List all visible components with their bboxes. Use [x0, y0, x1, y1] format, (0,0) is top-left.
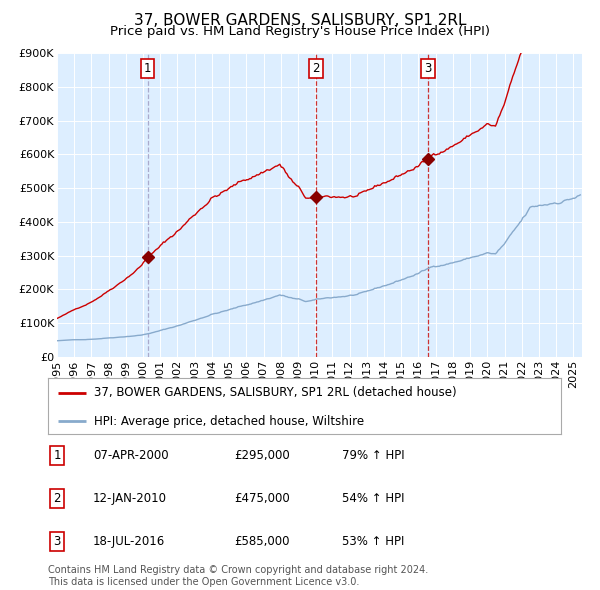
Text: £475,000: £475,000: [234, 492, 290, 505]
Text: 2: 2: [312, 62, 320, 75]
Text: 2: 2: [53, 492, 61, 505]
Text: £295,000: £295,000: [234, 449, 290, 462]
Text: 3: 3: [53, 535, 61, 548]
Text: 79% ↑ HPI: 79% ↑ HPI: [342, 449, 404, 462]
Text: 07-APR-2000: 07-APR-2000: [93, 449, 169, 462]
Text: 53% ↑ HPI: 53% ↑ HPI: [342, 535, 404, 548]
Text: 12-JAN-2010: 12-JAN-2010: [93, 492, 167, 505]
Text: 3: 3: [424, 62, 431, 75]
Text: 1: 1: [53, 449, 61, 462]
Text: 1: 1: [144, 62, 151, 75]
Text: HPI: Average price, detached house, Wiltshire: HPI: Average price, detached house, Wilt…: [94, 415, 364, 428]
Text: 37, BOWER GARDENS, SALISBURY, SP1 2RL (detached house): 37, BOWER GARDENS, SALISBURY, SP1 2RL (d…: [94, 386, 457, 399]
Text: Contains HM Land Registry data © Crown copyright and database right 2024.
This d: Contains HM Land Registry data © Crown c…: [48, 565, 428, 587]
Text: 37, BOWER GARDENS, SALISBURY, SP1 2RL: 37, BOWER GARDENS, SALISBURY, SP1 2RL: [134, 13, 466, 28]
Text: 54% ↑ HPI: 54% ↑ HPI: [342, 492, 404, 505]
Text: 18-JUL-2016: 18-JUL-2016: [93, 535, 165, 548]
Text: £585,000: £585,000: [234, 535, 290, 548]
Text: Price paid vs. HM Land Registry's House Price Index (HPI): Price paid vs. HM Land Registry's House …: [110, 25, 490, 38]
